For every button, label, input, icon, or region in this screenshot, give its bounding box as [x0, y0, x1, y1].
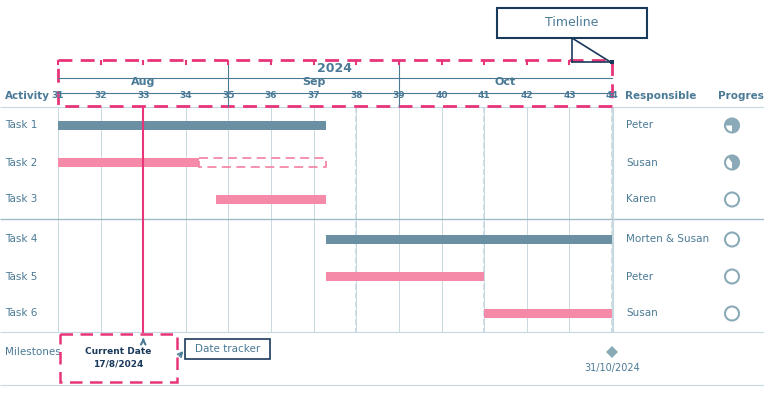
Text: Responsible: Responsible	[625, 91, 696, 101]
Text: Task 3: Task 3	[5, 194, 37, 205]
Bar	[58, 158, 199, 167]
Text: 34: 34	[180, 91, 193, 101]
Text: Karen: Karen	[626, 194, 656, 205]
Bar	[215, 195, 326, 204]
Bar	[326, 272, 484, 281]
Text: Morten & Susan: Morten & Susan	[626, 235, 709, 245]
Text: Task 4: Task 4	[5, 235, 37, 245]
Text: 39: 39	[393, 91, 405, 101]
Text: 40: 40	[435, 91, 448, 101]
Bar	[60, 334, 177, 382]
Text: Susan: Susan	[626, 158, 658, 168]
Text: 38: 38	[350, 91, 363, 101]
Text: Peter: Peter	[626, 271, 653, 282]
Text: 43: 43	[563, 91, 576, 101]
Text: Progress: Progress	[718, 91, 764, 101]
Wedge shape	[725, 119, 739, 132]
Text: 32: 32	[95, 91, 107, 101]
Text: Activity: Activity	[5, 91, 50, 101]
Text: Milestones: Milestones	[5, 347, 61, 357]
Text: 33: 33	[137, 91, 150, 101]
Wedge shape	[728, 156, 739, 170]
Text: 2024: 2024	[318, 61, 352, 75]
Text: 36: 36	[265, 91, 277, 101]
Text: Oct: Oct	[495, 77, 516, 87]
Text: 31: 31	[52, 91, 64, 101]
Bar	[199, 158, 326, 167]
Bar	[610, 60, 614, 64]
Text: 41: 41	[478, 91, 490, 101]
Text: Current Date
17/8/2024: Current Date 17/8/2024	[86, 347, 152, 369]
Text: 35: 35	[222, 91, 235, 101]
Text: Sep: Sep	[302, 77, 325, 87]
Polygon shape	[606, 346, 618, 358]
Text: Task 6: Task 6	[5, 308, 37, 318]
Text: 37: 37	[307, 91, 320, 101]
Text: 31/10/2024: 31/10/2024	[584, 363, 640, 373]
Text: Susan: Susan	[626, 308, 658, 318]
Text: Task 2: Task 2	[5, 158, 37, 168]
Text: Timeline: Timeline	[545, 16, 599, 30]
Bar	[484, 309, 612, 318]
Text: Aug: Aug	[131, 77, 155, 87]
Bar	[186, 339, 270, 359]
Text: 42: 42	[520, 91, 533, 101]
Text: Peter: Peter	[626, 120, 653, 130]
Bar	[326, 235, 612, 244]
Bar	[58, 60, 612, 106]
Text: Task 1: Task 1	[5, 120, 37, 130]
Text: Task 5: Task 5	[5, 271, 37, 282]
Text: 44: 44	[606, 91, 618, 101]
Text: Date tracker: Date tracker	[195, 344, 261, 354]
Bar	[497, 8, 647, 38]
Bar	[58, 121, 326, 130]
